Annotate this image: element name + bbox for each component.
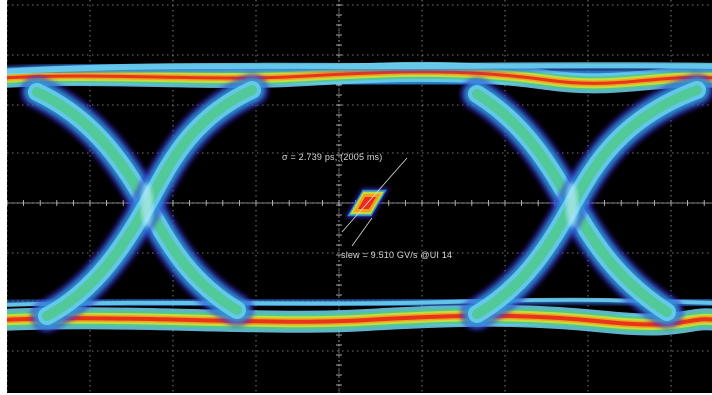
eye-traces xyxy=(7,54,712,342)
measurement-lines xyxy=(341,157,408,247)
eye-bottom-rail xyxy=(7,298,712,342)
eye-diagram-plot xyxy=(7,0,712,393)
slew-measurement-label: slew = 9.510 GV/s @UI 14 xyxy=(341,250,453,260)
eye-top-rail xyxy=(7,54,712,101)
jitter-measurement-label: σ = 2.739 ps, (2005 ms) xyxy=(282,152,383,162)
eye-top-rail-upper xyxy=(7,60,712,77)
eye-crossing-core xyxy=(566,183,578,227)
eye-bottom-rail-upper xyxy=(7,295,712,309)
scope-screen xyxy=(7,0,712,393)
measurement-leader-line xyxy=(341,157,408,233)
eye-crossing-core xyxy=(141,183,153,227)
measurement-leader-line-lower xyxy=(351,217,373,247)
